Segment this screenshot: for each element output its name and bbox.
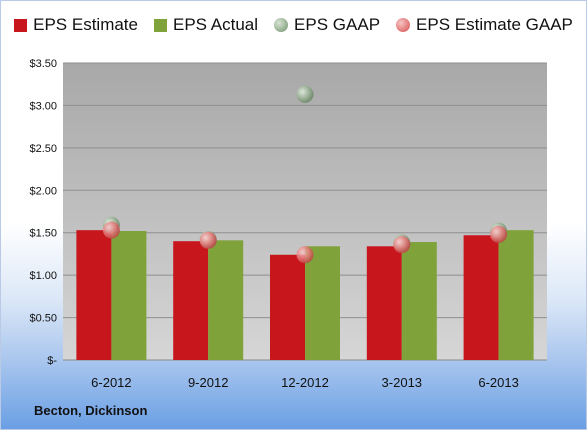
legend-item-eps-actual: EPS Actual: [153, 15, 259, 35]
y-tick-label: $-: [47, 355, 57, 367]
legend-item-eps-estimate-gaap: EPS Estimate GAAP: [396, 15, 573, 35]
x-tick-label: 12-2012: [281, 375, 329, 390]
bars-layer: [76, 230, 534, 360]
legend-swatch-eps-actual: [153, 18, 167, 32]
x-tick-label: 6-2013: [478, 375, 518, 390]
chart-legend: EPS Estimate EPS Actual EPS GAAP EPS Est…: [1, 15, 586, 35]
bar-eps-actual: [401, 242, 437, 360]
bar-eps-estimate: [270, 254, 305, 360]
bar-eps-actual: [305, 246, 340, 360]
y-tick-label: $1.00: [29, 270, 57, 282]
legend-swatch-eps-estimate: [14, 18, 28, 32]
y-axis-ticks: $- $0.50 $1.00 $1.50 $2.00 $2.50 $3.00 $3.50: [29, 58, 57, 367]
point-eps-estimate-gaap: [199, 231, 217, 249]
x-tick-label: 3-2013: [382, 375, 422, 390]
legend-label-eps-estimate: EPS Estimate: [33, 15, 138, 34]
y-tick-label: $2.50: [29, 143, 57, 155]
legend-label-eps-estimate-gaap: EPS Estimate GAAP: [416, 15, 573, 34]
y-tick-label: $1.50: [29, 228, 57, 240]
y-tick-label: $3.50: [29, 58, 57, 70]
legend-item-eps-estimate: EPS Estimate: [14, 15, 138, 35]
point-eps-estimate-gaap: [102, 221, 120, 239]
legend-label-eps-gaap: EPS GAAP: [294, 15, 381, 34]
bar-eps-estimate: [366, 246, 402, 360]
y-tick-label: $2.00: [29, 185, 57, 197]
company-name: Becton, Dickinson: [34, 403, 148, 418]
point-eps-gaap: [296, 85, 314, 103]
point-eps-estimate-gaap: [490, 225, 508, 243]
x-tick-label: 6-2012: [91, 375, 131, 390]
y-tick-label: $3.00: [29, 100, 57, 112]
legend-label-eps-actual: EPS Actual: [172, 15, 259, 34]
legend-swatch-eps-gaap: [274, 18, 289, 32]
x-axis-ticks: 6-2012 9-2012 12-2012 3-2013 6-2013: [91, 375, 519, 390]
legend-item-eps-gaap: EPS GAAP: [274, 15, 380, 35]
x-tick-label: 9-2012: [188, 375, 228, 390]
bar-eps-actual: [498, 230, 534, 360]
legend-swatch-eps-estimate-gaap: [396, 18, 411, 32]
bar-eps-estimate: [76, 230, 112, 360]
bar-eps-actual: [208, 240, 244, 360]
point-eps-estimate-gaap: [296, 246, 314, 264]
points-layer: [102, 85, 508, 264]
bar-eps-estimate: [173, 241, 209, 360]
bar-eps-estimate: [463, 235, 499, 360]
y-tick-label: $0.50: [29, 313, 57, 325]
point-eps-estimate-gaap: [393, 236, 411, 254]
bar-eps-actual: [111, 231, 147, 360]
